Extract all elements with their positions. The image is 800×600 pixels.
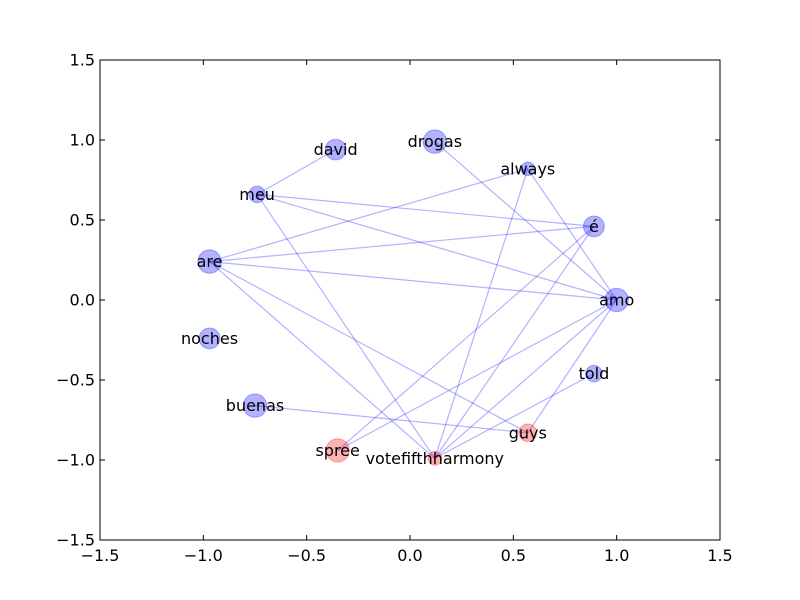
node-labels-layer: david drogas always meu é are amo noches told bue… [181, 132, 634, 468]
node-told [585, 364, 603, 383]
node-e [583, 215, 605, 238]
y-tick-label: 1.0 [70, 131, 95, 150]
x-tick-label: 1.5 [707, 546, 732, 565]
node-label-buenas: buenas [226, 396, 284, 415]
node-label-meu: meu [239, 185, 275, 204]
node-guys [518, 423, 538, 443]
nodes-layer [197, 129, 629, 466]
node-amo [604, 287, 629, 313]
node-noches [198, 327, 221, 350]
x-tick-label: −1.0 [184, 546, 223, 565]
edge-drogas-amo [434, 141, 618, 301]
node-label-votefifthharmony: votefifthharmony [366, 449, 504, 468]
node-meu [248, 185, 266, 204]
edge-e-votefifthharmony [434, 226, 595, 459]
axis-ticks-layer: −1.5 −1.0 −0.5 0.0 0.5 1.0 1.5 −1.5 −1.0 −0.5 0.0 0… [56, 51, 733, 566]
edge-meu-amo [256, 193, 617, 301]
node-label-drogas: drogas [408, 132, 462, 151]
edge-e-spree [337, 225, 595, 451]
node-votefifthharmony [427, 451, 443, 466]
edge-amo-votefifthharmony [434, 299, 618, 459]
edge-amo-spree [337, 299, 617, 451]
y-tick-label: 0.0 [70, 291, 95, 310]
edges-layer [209, 141, 618, 459]
edge-always-votefifthharmony [434, 168, 529, 459]
y-tick-label: −1.5 [56, 531, 95, 550]
edge-told-votefifthharmony [434, 373, 595, 459]
node-label-spree: spree [315, 441, 359, 460]
x-tick-label: 0.5 [501, 546, 526, 565]
y-tick-label: −1.0 [56, 451, 95, 470]
y-tick-label: 1.5 [70, 51, 95, 70]
edge-meu-david [256, 149, 336, 195]
node-david [324, 138, 347, 161]
x-tick-label: −0.5 [287, 546, 326, 565]
node-label-always: always [500, 159, 555, 178]
edge-are-votefifthharmony [209, 261, 436, 459]
y-tick-label: −0.5 [56, 371, 95, 390]
node-label-david: david [314, 140, 358, 159]
x-tick-label: 0.0 [397, 546, 422, 565]
x-tick-label: 1.0 [604, 546, 629, 565]
edge-amo-guys [527, 299, 618, 434]
edge-are-amo [209, 261, 617, 301]
edge-are-always [209, 168, 528, 263]
y-tick-label: 0.5 [70, 211, 95, 230]
node-spree [325, 438, 350, 463]
edge-are-guys [209, 261, 529, 434]
node-label-are: are [197, 252, 223, 271]
edge-are-e [209, 225, 594, 263]
node-drogas [422, 129, 447, 154]
edge-always-amo [527, 168, 618, 301]
edge-meu-e [257, 193, 594, 227]
edge-buenas-guys [254, 405, 528, 434]
node-label-e: é [589, 217, 599, 236]
node-are [197, 249, 222, 274]
node-always [520, 161, 536, 177]
edge-meu-votefifthharmony [256, 194, 436, 459]
node-buenas [242, 393, 268, 418]
x-tick-label: −1.5 [81, 546, 120, 565]
node-label-told: told [579, 364, 610, 383]
node-label-noches: noches [181, 329, 238, 348]
node-label-guys: guys [509, 423, 547, 442]
node-label-amo: amo [599, 291, 634, 310]
